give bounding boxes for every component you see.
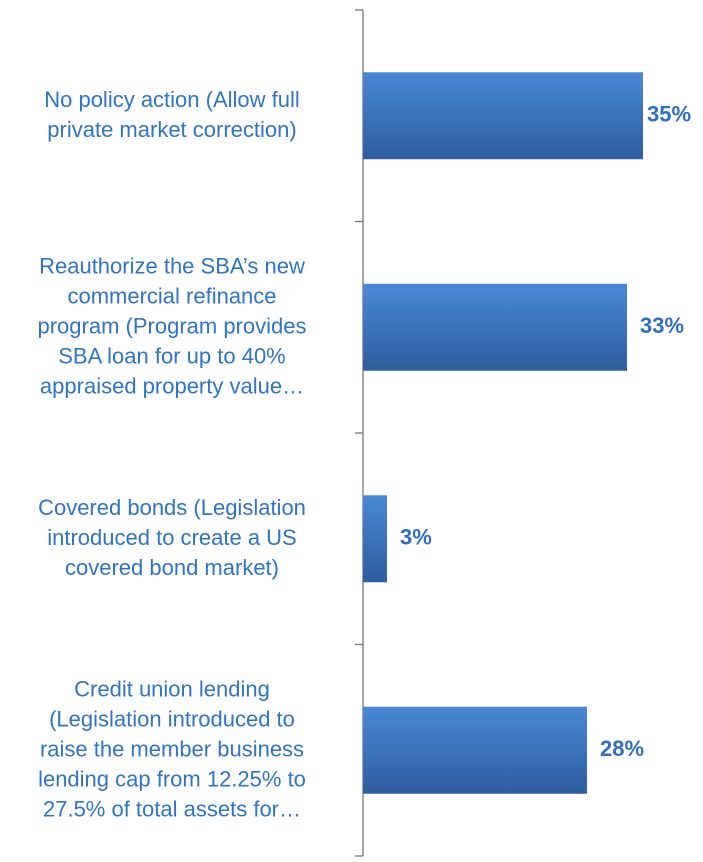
value-label: 3%: [400, 525, 432, 550]
bar: [363, 283, 627, 371]
bar: [363, 72, 643, 160]
value-label: 28%: [600, 736, 644, 761]
category-label: Covered bonds (Legislation introduced to …: [38, 495, 306, 580]
value-label: 33%: [640, 313, 684, 338]
category-label: Reauthorize the SBA’s new commercial refi…: [38, 253, 307, 398]
category-label: Credit union lending (Legislation introdu…: [38, 676, 306, 821]
category-label: No policy action (Allow full private mark…: [44, 87, 300, 142]
value-label: 35%: [647, 102, 691, 127]
bar: [363, 495, 387, 583]
bar: [363, 706, 587, 794]
